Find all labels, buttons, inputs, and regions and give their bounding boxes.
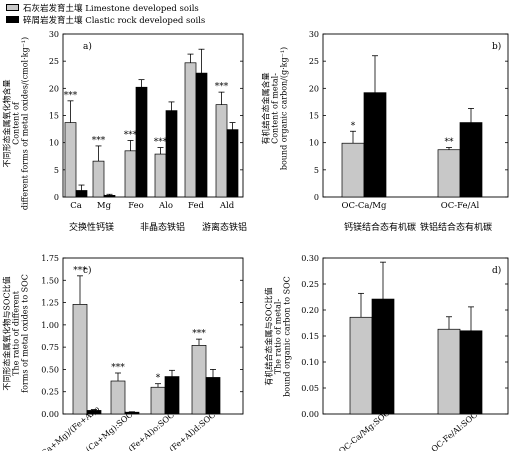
- group-label-b-1: 钙镁结合态有机碳: [344, 223, 417, 233]
- group-label-a-2: 非晶态铁铝: [140, 223, 186, 233]
- ytick-label-d: 0.00: [301, 410, 319, 419]
- significance-b: **: [445, 138, 455, 148]
- legend-swatch-limestone: [6, 4, 19, 11]
- significance-a: ***: [215, 82, 229, 92]
- xtick-label-d: OC-Ca/Mg:SOC: [337, 408, 391, 451]
- ytick-label-c: 1.75: [41, 254, 59, 263]
- bar-a-clastic: [226, 129, 239, 198]
- ytick-label-a: 5: [54, 166, 59, 175]
- ytick-label-a: 25: [49, 57, 59, 66]
- ytick-label-b: 25: [309, 57, 319, 66]
- panel-label-a: a): [83, 41, 92, 52]
- bar-a-limestone: [64, 122, 77, 198]
- bar-d-limestone: [437, 328, 461, 415]
- xtick-label-a: Feo: [128, 201, 144, 211]
- xtick-label-a: Ald: [219, 201, 235, 211]
- bar-b-clastic: [363, 92, 387, 198]
- significance-c: *: [156, 374, 161, 384]
- bar-a-limestone: [184, 62, 197, 198]
- ytick-label-d: 0.20: [301, 306, 319, 315]
- bar-a-limestone: [154, 153, 167, 198]
- ytick-label-d: 0.25: [301, 280, 319, 289]
- bar-c-limestone: [150, 386, 166, 415]
- xtick-label-b: OC-Fe/Al: [441, 201, 480, 211]
- bar-c-limestone: [110, 380, 126, 415]
- significance-c: ***: [73, 266, 87, 276]
- legend-item-limestone: 石灰岩发育土壤 Limestone developed soils: [6, 2, 199, 14]
- xtick-label-a: Fed: [188, 201, 204, 211]
- significance-b: *: [351, 121, 356, 131]
- ytick-label-c: 0.75: [41, 343, 59, 352]
- ytick-label-b: 5: [314, 166, 319, 175]
- ytick-label-d: 0.15: [301, 332, 319, 341]
- bar-c-limestone: [72, 304, 88, 415]
- panel-label-b: b): [492, 41, 501, 52]
- bar-c-limestone: [191, 345, 207, 415]
- xtick-label-a: Ca: [70, 201, 82, 211]
- ytick-label-a: 30: [49, 30, 59, 39]
- ytick-label-a: 10: [49, 139, 59, 148]
- significance-a: ***: [154, 138, 168, 148]
- panel-label-c: c): [83, 265, 92, 276]
- panel-label-d: d): [492, 265, 501, 276]
- bar-a-clastic: [165, 110, 178, 198]
- xtick-label-b: OC-Ca/Mg: [342, 201, 387, 211]
- significance-a: ***: [64, 91, 78, 101]
- bar-a-clastic: [135, 86, 148, 198]
- significance-a: ***: [124, 130, 138, 140]
- bar-b-limestone: [437, 149, 461, 198]
- bar-a-clastic: [195, 72, 208, 198]
- bar-a-clastic: [75, 190, 88, 198]
- ytick-label-c: 1.50: [41, 276, 59, 285]
- ytick-label-c: 0.00: [41, 410, 59, 419]
- ytick-label-a: 15: [49, 112, 59, 121]
- ytick-label-b: 15: [309, 112, 319, 121]
- bar-d-clastic: [371, 298, 395, 415]
- bar-a-limestone: [92, 160, 105, 198]
- bar-b-limestone: [341, 142, 365, 198]
- legend-swatch-clastic: [6, 16, 19, 23]
- ytick-label-d: 0.30: [301, 254, 319, 263]
- bar-a-limestone: [215, 104, 228, 198]
- group-label-a-3: 游离态铁铝: [202, 223, 248, 233]
- ytick-label-c: 0.25: [41, 388, 59, 397]
- bar-c-clastic: [205, 377, 221, 415]
- ytick-label-b: 10: [309, 139, 319, 148]
- ytick-label-c: 1.25: [41, 299, 59, 308]
- ytick-label-a: 0: [54, 193, 59, 202]
- group-label-a-1: 交换性钙镁: [69, 223, 115, 233]
- bar-c-clastic: [164, 376, 180, 415]
- ytick-label-b: 30: [309, 30, 319, 39]
- ytick-label-b: 20: [309, 84, 319, 93]
- ytick-label-d: 0.10: [301, 358, 319, 367]
- legend-item-clastic: 碎屑岩发育土壤 Clastic rock developed soils: [6, 14, 206, 26]
- ytick-label-b: 0: [314, 193, 319, 202]
- ytick-label-d: 0.05: [301, 384, 319, 393]
- bar-a-limestone: [124, 150, 137, 198]
- group-label-b-2: 铁铝结合态有机碳: [420, 223, 493, 233]
- xtick-label-a: Mg: [97, 201, 112, 211]
- bar-a-clastic: [103, 195, 116, 198]
- legend-label-clastic: 碎屑岩发育土壤 Clastic rock developed soils: [23, 15, 206, 26]
- bar-d-limestone: [349, 316, 373, 415]
- significance-c: ***: [192, 329, 206, 339]
- legend: 石灰岩发育土壤 Limestone developed soils 碎屑岩发育土…: [6, 2, 306, 26]
- ytick-label-c: 1.00: [41, 321, 59, 330]
- bar-b-clastic: [459, 122, 483, 198]
- significance-a: ***: [92, 136, 106, 146]
- ytick-label-a: 20: [49, 84, 59, 93]
- significance-c: ***: [111, 363, 125, 373]
- xtick-label-d: OC-Fe/Al:SOC: [430, 410, 480, 451]
- xtick-label-a: Alo: [158, 201, 173, 211]
- bar-d-clastic: [459, 330, 483, 415]
- ytick-label-c: 0.50: [41, 365, 59, 374]
- legend-label-limestone: 石灰岩发育土壤 Limestone developed soils: [23, 3, 199, 14]
